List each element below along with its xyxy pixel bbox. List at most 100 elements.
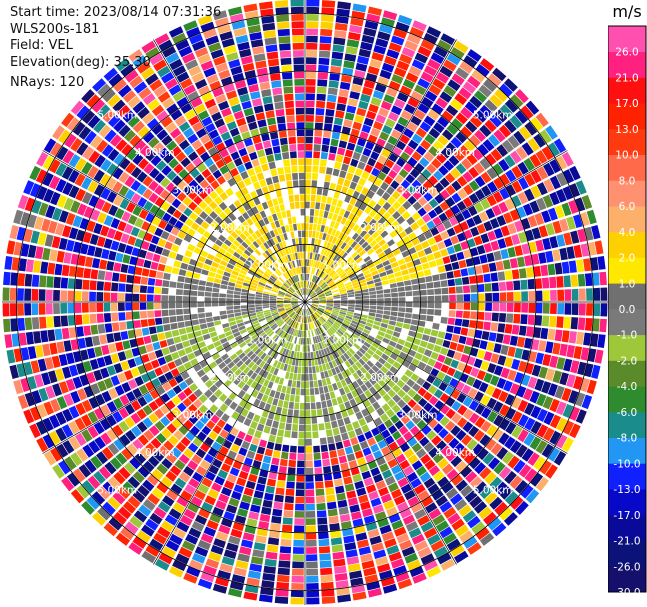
range-gate — [81, 89, 95, 104]
range-gate — [177, 230, 186, 240]
range-gate — [70, 100, 85, 115]
range-gate — [325, 167, 333, 175]
range-gate — [228, 535, 241, 545]
range-gate — [507, 455, 520, 469]
range-gate — [388, 80, 401, 91]
range-gate — [56, 341, 65, 354]
range-gate — [314, 209, 320, 217]
range-gate — [120, 263, 129, 273]
range-gate — [136, 258, 145, 267]
range-gate — [125, 293, 133, 302]
range-gate — [326, 304, 334, 307]
range-gate — [191, 72, 205, 83]
range-gate — [450, 359, 460, 369]
range-gate — [559, 343, 568, 357]
range-gate — [466, 153, 478, 166]
range-gate — [337, 268, 344, 275]
range-gate — [351, 279, 359, 284]
range-gate — [573, 214, 583, 228]
range-gate — [336, 318, 343, 324]
range-gate — [265, 551, 278, 560]
range-gate — [406, 216, 416, 226]
range-gate — [303, 266, 305, 274]
range-gate — [480, 394, 491, 406]
range-gate — [332, 311, 339, 315]
range-gate — [110, 302, 118, 312]
range-gate — [310, 314, 315, 322]
range-gate — [53, 289, 60, 301]
range-gate — [45, 303, 53, 315]
range-gate — [290, 6, 304, 14]
range-gate — [490, 322, 498, 332]
range-gate — [236, 319, 244, 324]
range-gate — [127, 495, 141, 509]
range-gate — [315, 202, 321, 210]
range-gate — [325, 308, 332, 312]
range-gate — [278, 277, 285, 283]
range-gate — [343, 439, 351, 448]
range-gate — [310, 306, 316, 312]
range-gate — [527, 215, 538, 228]
range-gate — [228, 259, 237, 266]
range-gate — [292, 268, 296, 275]
colorbar-segment — [608, 128, 646, 155]
range-gate — [247, 270, 255, 276]
range-gate — [68, 227, 79, 240]
range-gate — [476, 349, 486, 359]
range-gate — [430, 368, 440, 377]
range-gate — [338, 327, 346, 334]
range-gate — [276, 480, 286, 488]
range-gate — [380, 493, 392, 504]
range-gate — [174, 220, 184, 230]
range-gate — [385, 118, 396, 129]
range-gate — [309, 373, 313, 381]
range-gate — [247, 299, 255, 302]
range-gate — [341, 186, 349, 195]
range-gate — [311, 304, 319, 307]
range-gate — [43, 138, 57, 153]
range-gate — [274, 270, 281, 277]
range-gate — [329, 327, 336, 334]
range-gate — [411, 151, 422, 162]
range-gate — [217, 124, 228, 135]
range-gate — [477, 143, 489, 156]
range-gate — [353, 353, 361, 361]
range-gate — [332, 254, 339, 261]
range-gate — [337, 96, 348, 105]
range-gate — [178, 546, 193, 558]
range-gate — [566, 374, 576, 388]
range-gate — [276, 300, 284, 302]
range-gate — [314, 320, 319, 328]
range-gate — [200, 346, 209, 354]
range-gate — [208, 271, 216, 278]
range-gate — [139, 145, 152, 157]
range-gate — [409, 272, 418, 279]
range-gate — [387, 389, 396, 398]
range-gate — [312, 302, 319, 305]
range-gate — [30, 230, 40, 244]
range-gate — [227, 286, 235, 291]
range-gate — [504, 236, 514, 247]
range-gate — [291, 216, 297, 224]
range-gate — [75, 314, 83, 326]
range-gate — [151, 378, 161, 388]
range-gate — [417, 249, 426, 258]
range-gate — [302, 316, 305, 323]
range-gate — [328, 251, 334, 259]
range-gate — [323, 123, 333, 131]
range-gate — [177, 191, 187, 202]
range-gate — [375, 349, 383, 357]
range-gate — [339, 425, 347, 434]
range-gate — [320, 255, 326, 263]
range-gate — [306, 583, 319, 590]
range-gate — [253, 197, 261, 206]
range-gate — [440, 445, 452, 457]
range-gate — [561, 330, 570, 343]
range-gate — [346, 453, 356, 462]
range-gate — [344, 236, 351, 244]
range-gate — [193, 247, 202, 255]
range-gate — [390, 105, 403, 116]
range-gate — [570, 230, 580, 244]
range-gate — [323, 240, 328, 248]
range-gate — [243, 138, 253, 147]
